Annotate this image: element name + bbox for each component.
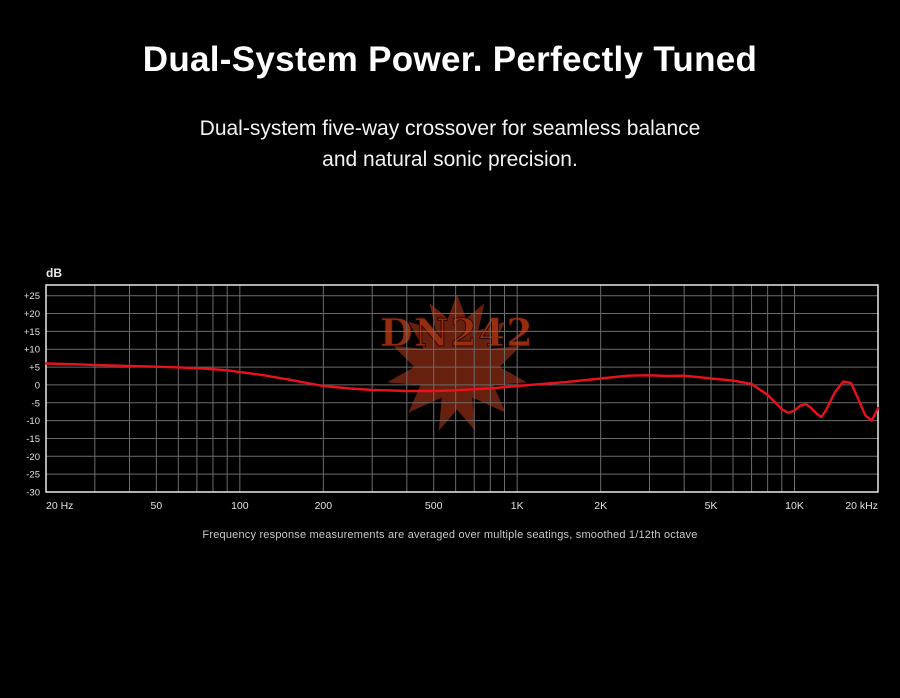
y-tick-label: -10 xyxy=(26,416,40,427)
x-tick-label: 20 kHz xyxy=(845,500,878,512)
maple-leaf-watermark-icon: DN242 xyxy=(379,294,535,431)
y-tick-label: 0 xyxy=(35,380,40,391)
subtitle-line-2: and natural sonic precision. xyxy=(322,148,578,171)
x-tick-label: 1K xyxy=(511,500,524,512)
y-tick-label: +10 xyxy=(24,345,40,356)
x-tick-label: 5K xyxy=(705,500,718,512)
x-tick-label: 20 Hz xyxy=(46,500,73,512)
y-axis-unit-label: dB xyxy=(46,266,62,280)
y-tick-label: -20 xyxy=(26,452,40,463)
x-tick-label: 500 xyxy=(425,500,443,512)
plot-border xyxy=(45,284,879,493)
chart-caption: Frequency response measurements are aver… xyxy=(202,529,698,541)
frequency-response-curve xyxy=(44,362,880,422)
page-subtitle: Dual-system five-way crossover for seaml… xyxy=(0,113,900,175)
frequency-response-chart: +25 +20 +15 +10 +5 0 -5 -10 -15 -20 -25 -30 20 Hz 50 1… xyxy=(24,284,880,512)
page-title: Dual-System Power. Perfectly Tuned xyxy=(142,40,758,79)
x-tick-label: 2K xyxy=(594,500,607,512)
y-tick-label: -15 xyxy=(26,434,40,445)
maple-leaf-shape xyxy=(387,294,527,431)
watermark-text: DN242 xyxy=(380,310,535,355)
x-tick-label: 50 xyxy=(151,500,163,512)
y-tick-label: +5 xyxy=(29,363,40,374)
subtitle-line-1: Dual-system five-way crossover for seaml… xyxy=(199,117,701,140)
x-tick-label: 200 xyxy=(315,500,333,512)
y-tick-label: -25 xyxy=(26,470,40,481)
y-tick-label: +20 xyxy=(24,309,40,320)
y-tick-label: +15 xyxy=(24,327,40,338)
y-tick-label: -5 xyxy=(32,398,40,409)
y-tick-label: +25 xyxy=(24,291,40,302)
y-tick-label: -30 xyxy=(26,488,40,499)
x-tick-label: 10K xyxy=(785,500,804,512)
x-tick-label: 100 xyxy=(231,500,249,512)
